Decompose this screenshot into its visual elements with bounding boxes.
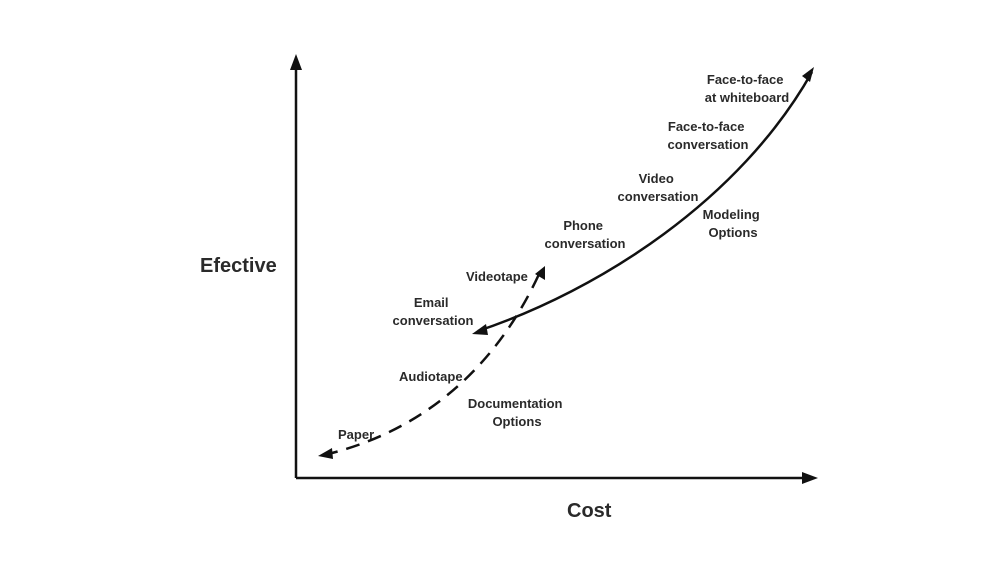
face-to-face-whiteboard-label: Face-to-face at whiteboard xyxy=(705,72,790,105)
modeling-options-label: Modeling Options xyxy=(703,207,764,240)
phone-conversation-line-2: conversation xyxy=(545,236,626,251)
modeling-curve-bottom-arrow-icon xyxy=(472,324,488,335)
email-conversation-line-2: conversation xyxy=(393,313,474,328)
video-conversation-line-2: conversation xyxy=(618,189,699,204)
email-conversation-line-1: Email xyxy=(414,295,449,310)
documentation-options-line-2: Options xyxy=(492,414,541,429)
paper-label: Paper xyxy=(338,427,374,442)
phone-conversation-line-1: Phone xyxy=(563,218,603,233)
videotape-label: Videotape xyxy=(466,269,528,284)
y-axis-arrow-icon xyxy=(290,54,302,70)
x-axis-title: Cost xyxy=(567,500,612,522)
documentation-options-label: Documentation Options xyxy=(468,396,566,429)
video-conversation-label: Video conversation xyxy=(618,171,699,204)
phone-conversation-label: Phone conversation xyxy=(545,218,626,251)
audiotape-label: Audiotape xyxy=(399,369,463,384)
documentation-options-line-1: Documentation xyxy=(468,396,563,411)
face-to-face-conversation-label: Face-to-face conversation xyxy=(668,119,749,152)
modeling-options-curve xyxy=(477,71,814,333)
face-to-face-conversation-line-2: conversation xyxy=(668,137,749,152)
axes xyxy=(290,54,818,484)
face-to-face-whiteboard-line-2: at whiteboard xyxy=(705,90,790,105)
x-axis-arrow-icon xyxy=(802,472,818,484)
y-axis-title: Efective xyxy=(200,255,277,277)
video-conversation-line-1: Video xyxy=(639,171,674,186)
modeling-options-line-1: Modeling xyxy=(703,207,760,222)
modeling-options-line-2: Options xyxy=(708,225,757,240)
documentation-curve-bottom-arrow-icon xyxy=(318,448,333,459)
modeling-curve-top-arrow-icon xyxy=(802,67,814,82)
face-to-face-whiteboard-line-1: Face-to-face xyxy=(707,72,784,87)
face-to-face-conversation-line-1: Face-to-face xyxy=(668,119,745,134)
email-conversation-label: Email conversation xyxy=(393,295,474,328)
documentation-options-curve xyxy=(323,271,542,457)
documentation-curve-top-arrow-icon xyxy=(535,266,545,280)
